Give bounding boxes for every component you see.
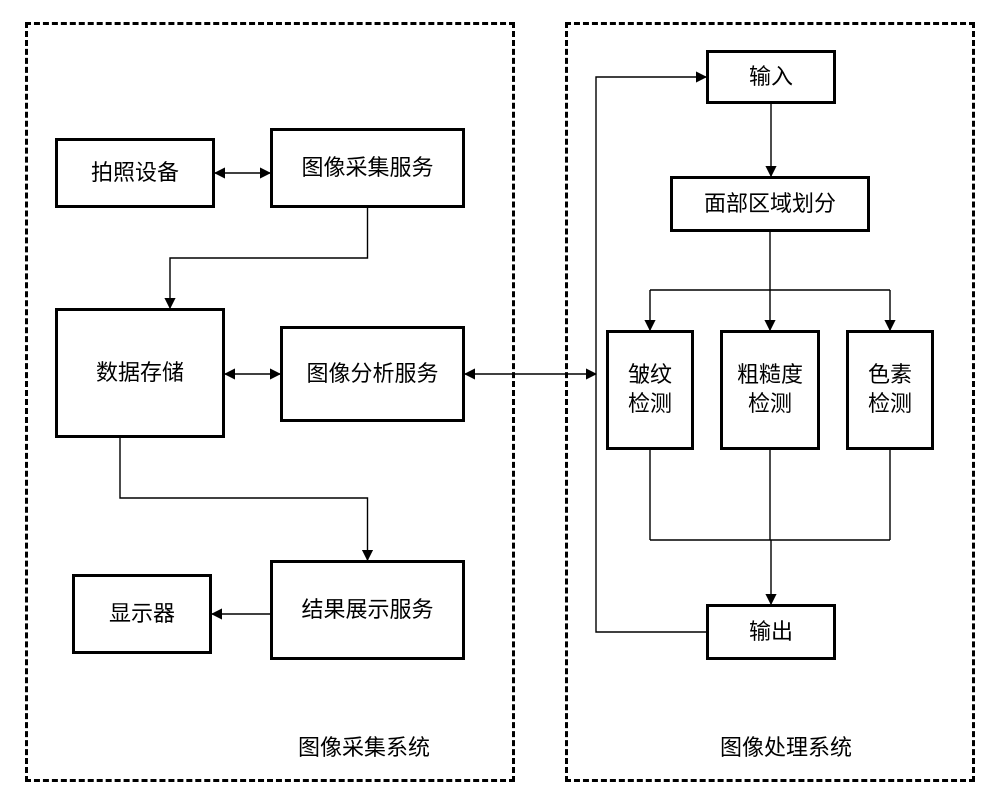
node-camera: 拍照设备 — [55, 138, 215, 208]
diagram-canvas: 拍照设备 图像采集服务 数据存储 图像分析服务 显示器 结果展示服务 输入 面部… — [0, 0, 1000, 800]
label: 显示器 — [109, 600, 175, 629]
system-right-label: 图像处理系统 — [720, 730, 852, 762]
label: 结果展示服务 — [301, 596, 433, 625]
node-wrinkle: 皱纹 检测 — [606, 330, 694, 450]
node-facepart: 面部区域划分 — [670, 176, 870, 232]
label: 粗糙度 检测 — [737, 361, 803, 418]
label: 面部区域划分 — [704, 190, 836, 219]
node-output: 输出 — [706, 604, 836, 660]
label: 色素 检测 — [868, 361, 912, 418]
node-storage: 数据存储 — [55, 308, 225, 438]
text: 图像采集系统 — [298, 735, 430, 760]
node-display: 显示器 — [72, 574, 212, 654]
label: 输入 — [749, 63, 793, 92]
label: 数据存储 — [96, 359, 184, 388]
label: 输出 — [749, 618, 793, 647]
node-capture: 图像采集服务 — [270, 128, 465, 208]
label: 图像采集服务 — [301, 154, 433, 183]
node-analysis: 图像分析服务 — [280, 326, 465, 422]
node-input: 输入 — [706, 50, 836, 104]
node-roughness: 粗糙度 检测 — [720, 330, 820, 450]
node-result: 结果展示服务 — [270, 560, 465, 660]
label: 图像分析服务 — [306, 360, 438, 389]
label: 皱纹 检测 — [628, 361, 672, 418]
text: 图像处理系统 — [720, 735, 852, 760]
node-pigment: 色素 检测 — [846, 330, 934, 450]
system-left-label: 图像采集系统 — [298, 730, 430, 762]
label: 拍照设备 — [91, 159, 179, 188]
